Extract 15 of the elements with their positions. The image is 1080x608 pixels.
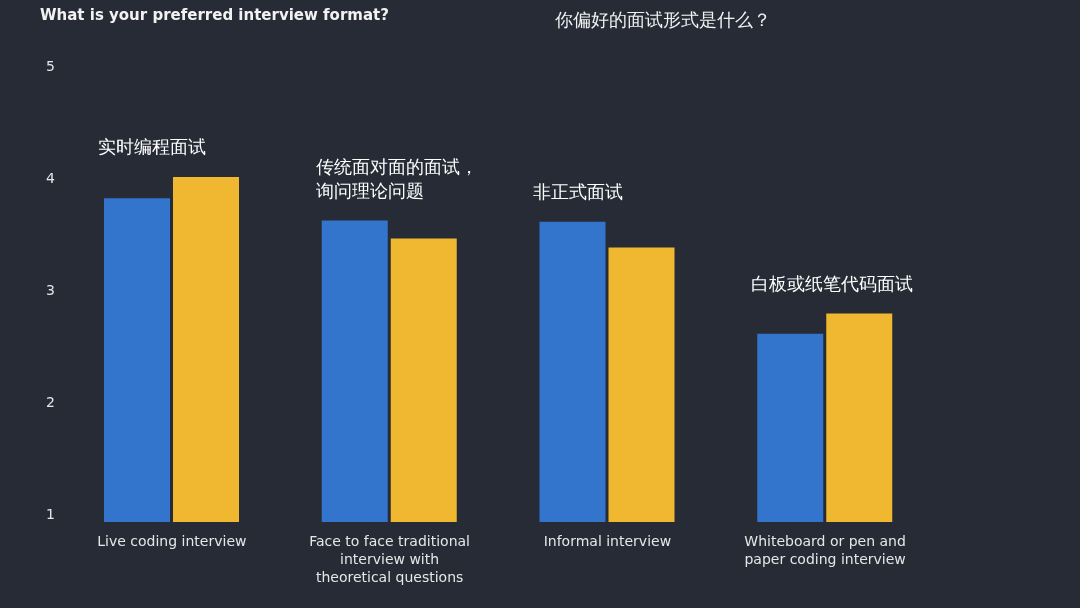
x-tick-label: Live coding interview [97,533,247,549]
y-tick-label: 3 [46,282,55,299]
x-tick-label: Informal interview [543,533,672,549]
y-tick-label: 4 [46,170,56,187]
x-tick-label: Whiteboard or pen and paper coding interview [744,533,906,567]
y-tick-label: 2 [46,394,55,411]
chart-title: What is your preferred interview format? [40,6,389,24]
x-tick-label: Face to face traditional interview with theoretical questions [309,533,471,585]
y-tick-label: 5 [46,57,55,74]
annotation: 白板或纸笔代码面试 [751,271,915,296]
annotation: 传统面对面的面试，询问理论问题 [315,154,479,203]
y-tick-label: 1 [46,506,55,523]
annotation: 非正式面试 [533,179,625,204]
chart-subtitle: 你偏好的面试形式是什么？ [555,8,771,32]
annotation: 实时编程面试 [97,134,207,159]
